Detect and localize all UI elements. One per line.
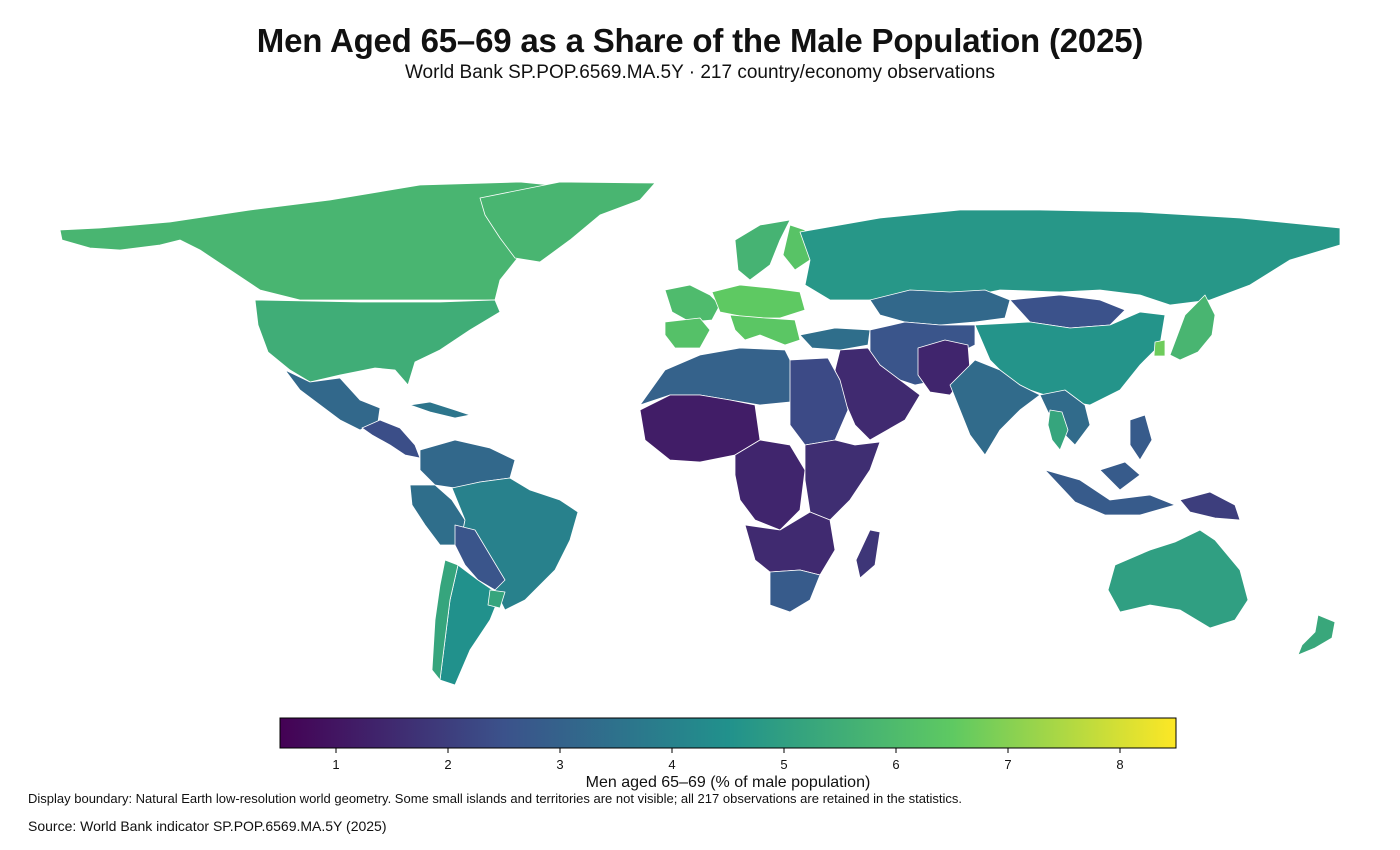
region-papua-new-guinea[interactable]: Papua New Guinea: 2% bbox=[1179, 491, 1241, 521]
colorbar-tick-label: 1 bbox=[332, 757, 339, 772]
colorbar-tick-label: 7 bbox=[1004, 757, 1011, 772]
colorbar-gradient bbox=[279, 717, 1177, 749]
region-north-africa[interactable]: North Africa: 3% bbox=[639, 347, 796, 406]
region-japan[interactable]: Japan: 5.8% bbox=[1169, 294, 1216, 361]
region-united-states[interactable]: United States: 5.5% bbox=[254, 299, 501, 386]
region-new-zealand[interactable]: New Zealand: 5.3% bbox=[1297, 614, 1336, 656]
region-australia[interactable]: Australia: 5% bbox=[1107, 529, 1249, 629]
map-title: Men Aged 65–69 as a Share of the Male Po… bbox=[256, 22, 1144, 59]
region-south-korea[interactable]: South Korea: 6.7% bbox=[1153, 339, 1166, 357]
region-italy-balkans[interactable]: Italy / Balkans: 6.4% bbox=[729, 314, 801, 346]
region-thailand[interactable]: Thailand: 5.2% bbox=[1047, 409, 1069, 451]
colorbar-tick-label: 8 bbox=[1116, 757, 1123, 772]
region-india[interactable]: India: 3.3% bbox=[949, 359, 1041, 456]
region-central-africa[interactable]: Central Africa: 1.4% bbox=[734, 439, 806, 531]
region-kazakhstan[interactable]: Kazakhstan: 3.2% bbox=[869, 289, 1011, 326]
region-caribbean[interactable]: Caribbean: 3.6% bbox=[409, 401, 471, 419]
region-greenland[interactable]: Greenland: 5.8% bbox=[479, 181, 656, 263]
region-central-america[interactable]: Central America: 2.4% bbox=[361, 419, 421, 459]
source-note: Source: World Bank indicator SP.POP.6569… bbox=[28, 818, 387, 834]
colorbar-label: Men aged 65–69 (% of male population) bbox=[585, 774, 871, 791]
region-scandinavia[interactable]: Scandinavia: 5.7% bbox=[734, 219, 791, 281]
region-chile[interactable]: Chile: 5.2% bbox=[431, 559, 459, 681]
colorbar-tick-label: 5 bbox=[780, 757, 787, 772]
region-turkey[interactable]: Turkey: 3.4% bbox=[799, 327, 871, 351]
map-subtitle: World Bank SP.POP.6569.MA.5Y · 217 count… bbox=[404, 62, 996, 83]
colorbar-tick-label: 2 bbox=[444, 757, 451, 772]
region-western-europe[interactable]: Western Europe: 6% bbox=[664, 284, 721, 323]
region-south-africa[interactable]: South Africa: 2.8% bbox=[769, 569, 821, 613]
region-southern-africa[interactable]: Southern Africa: 1.5% bbox=[744, 511, 836, 576]
region-madagascar[interactable]: Madagascar: 1.8% bbox=[855, 529, 881, 579]
region-central-europe[interactable]: Central Europe: 6.5% bbox=[711, 284, 806, 319]
colorbar: 1 2 3 4 5 6 7 8 bbox=[279, 717, 1177, 772]
region-egypt-sudan[interactable]: Egypt / Sudan: 2.3% bbox=[789, 357, 849, 446]
colorbar-tick-label: 6 bbox=[892, 757, 899, 772]
region-indonesia-philippines[interactable]: Indonesia / Philippines: 2.8% bbox=[1044, 414, 1176, 516]
region-bolivia-paraguay[interactable]: Bolivia / Paraguay: 2.6% bbox=[454, 524, 506, 591]
region-east-africa[interactable]: East Africa: 1.6% bbox=[804, 439, 881, 521]
region-mexico[interactable]: Mexico: 3.2% bbox=[284, 369, 381, 431]
colorbar-tick-label: 4 bbox=[668, 757, 675, 772]
region-iberia[interactable]: Iberia: 6.2% bbox=[664, 317, 711, 349]
choropleth-map: Canada: 5.8% Greenland: 5.8% United Stat… bbox=[59, 181, 1341, 686]
colorbar-tick-label: 3 bbox=[556, 757, 563, 772]
region-russia[interactable]: Russia: 4.7% bbox=[799, 209, 1341, 306]
display-boundary-note: Display boundary: Natural Earth low-reso… bbox=[28, 791, 963, 806]
region-uruguay[interactable]: Uruguay: 5.2% bbox=[487, 589, 506, 609]
